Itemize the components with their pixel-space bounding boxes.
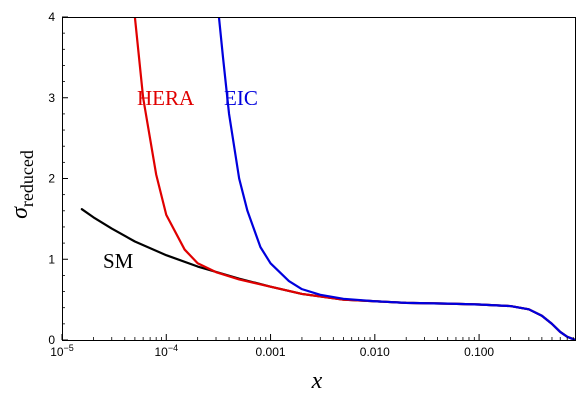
y-tick-label: 2 bbox=[48, 172, 55, 186]
axis-ticks: 0 1 2 3 4 10−5 10−4 0.001 0.010 0.100 bbox=[48, 10, 574, 359]
series-label-eic: EIC bbox=[224, 86, 258, 110]
y-tick-label: 3 bbox=[48, 91, 55, 105]
plot-lines bbox=[80, 17, 576, 340]
series-label-sm: SM bbox=[103, 249, 134, 273]
x-tick-label: 0.010 bbox=[360, 345, 390, 359]
y-axis-title-symbol: σ bbox=[7, 206, 33, 219]
y-tick-label: 1 bbox=[48, 252, 55, 266]
y-axis-title: σreduced bbox=[7, 150, 37, 219]
x-tick-label: 10−4 bbox=[154, 343, 178, 359]
series-line-hera bbox=[133, 17, 576, 340]
series-line-eic bbox=[217, 17, 576, 340]
x-tick-label: 0.001 bbox=[256, 345, 286, 359]
series-line-sm bbox=[80, 208, 576, 340]
x-tick-label: 0.100 bbox=[464, 345, 494, 359]
x-tick-label: 10−5 bbox=[50, 343, 74, 359]
y-axis-title-subscript: reduced bbox=[17, 150, 37, 207]
series-labels: SM HERA EIC bbox=[103, 86, 258, 273]
y-tick-label: 4 bbox=[48, 10, 55, 24]
series-label-hera: HERA bbox=[137, 86, 195, 110]
y-tick-label: 0 bbox=[48, 333, 55, 347]
x-axis-title: x bbox=[311, 368, 323, 394]
